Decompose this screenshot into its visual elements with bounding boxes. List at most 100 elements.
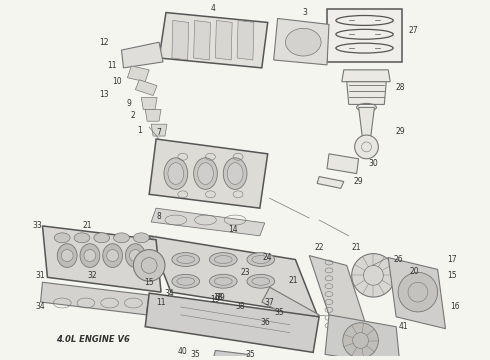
Text: 18: 18 — [214, 293, 223, 302]
Text: 4: 4 — [211, 4, 216, 13]
Ellipse shape — [164, 158, 188, 189]
Ellipse shape — [54, 233, 70, 243]
Polygon shape — [122, 42, 163, 68]
Polygon shape — [317, 176, 344, 188]
Ellipse shape — [247, 253, 274, 266]
Ellipse shape — [227, 163, 243, 184]
Polygon shape — [194, 21, 210, 60]
Text: 36: 36 — [261, 318, 270, 327]
Text: 19: 19 — [211, 294, 220, 303]
Text: 20: 20 — [409, 267, 419, 276]
Polygon shape — [342, 70, 390, 82]
Polygon shape — [388, 257, 445, 329]
Polygon shape — [135, 80, 157, 95]
Polygon shape — [43, 226, 161, 292]
Ellipse shape — [80, 244, 100, 267]
Text: 28: 28 — [395, 83, 405, 92]
Polygon shape — [145, 109, 161, 121]
Ellipse shape — [172, 253, 199, 266]
Polygon shape — [212, 350, 248, 360]
Text: 38: 38 — [235, 302, 245, 311]
Ellipse shape — [286, 28, 321, 56]
Text: 29: 29 — [354, 177, 364, 186]
Text: 33: 33 — [33, 221, 43, 230]
Text: 40: 40 — [178, 347, 188, 356]
Polygon shape — [127, 66, 149, 82]
Text: 15: 15 — [448, 271, 457, 280]
Text: 15: 15 — [145, 278, 154, 287]
Ellipse shape — [94, 233, 110, 243]
Polygon shape — [172, 21, 189, 60]
Circle shape — [107, 249, 119, 261]
Circle shape — [355, 135, 378, 159]
Text: 34: 34 — [36, 302, 46, 311]
Ellipse shape — [168, 163, 184, 184]
Polygon shape — [273, 18, 329, 65]
Text: 30: 30 — [368, 159, 378, 168]
Ellipse shape — [74, 233, 90, 243]
Text: 32: 32 — [87, 271, 97, 280]
Text: 11: 11 — [107, 62, 117, 71]
Polygon shape — [237, 21, 254, 60]
Polygon shape — [151, 124, 167, 136]
Text: 29: 29 — [395, 127, 405, 136]
Text: 26: 26 — [393, 255, 403, 264]
Polygon shape — [149, 139, 268, 208]
Text: 39: 39 — [216, 293, 225, 302]
Polygon shape — [327, 154, 359, 174]
Text: 24: 24 — [263, 253, 272, 262]
Polygon shape — [219, 303, 273, 342]
Text: 21: 21 — [82, 221, 92, 230]
Polygon shape — [145, 293, 319, 352]
Ellipse shape — [57, 244, 77, 267]
Text: 11: 11 — [156, 298, 166, 307]
Text: 31: 31 — [36, 271, 45, 280]
Text: 2: 2 — [131, 111, 136, 120]
Text: 13: 13 — [99, 90, 109, 99]
Text: 37: 37 — [265, 298, 274, 307]
Text: 7: 7 — [157, 127, 162, 136]
Polygon shape — [141, 98, 157, 109]
Polygon shape — [159, 13, 268, 68]
Polygon shape — [327, 9, 402, 62]
Polygon shape — [216, 21, 232, 60]
Ellipse shape — [194, 158, 218, 189]
Text: 22: 22 — [315, 243, 324, 252]
Polygon shape — [262, 287, 319, 329]
Polygon shape — [347, 82, 386, 104]
Circle shape — [61, 249, 73, 261]
Circle shape — [343, 323, 378, 358]
Circle shape — [129, 249, 141, 261]
Ellipse shape — [197, 163, 213, 184]
Polygon shape — [149, 236, 317, 315]
Text: 35: 35 — [245, 350, 255, 359]
Text: 27: 27 — [408, 26, 418, 35]
Circle shape — [133, 249, 165, 281]
Ellipse shape — [103, 244, 122, 267]
Ellipse shape — [209, 253, 237, 266]
Circle shape — [183, 305, 206, 329]
Text: 35: 35 — [191, 350, 200, 359]
Text: 4.0L ENGINE V6: 4.0L ENGINE V6 — [55, 335, 129, 344]
Ellipse shape — [223, 158, 247, 189]
Polygon shape — [325, 315, 400, 360]
Text: 34: 34 — [164, 289, 174, 298]
Ellipse shape — [209, 274, 237, 288]
Text: 21: 21 — [352, 243, 362, 252]
Polygon shape — [169, 297, 220, 337]
Text: 12: 12 — [99, 38, 108, 47]
Polygon shape — [151, 208, 265, 236]
Circle shape — [84, 249, 96, 261]
Ellipse shape — [247, 274, 274, 288]
Text: 9: 9 — [127, 99, 132, 108]
Ellipse shape — [172, 274, 199, 288]
Text: 35: 35 — [275, 309, 285, 318]
Polygon shape — [41, 282, 149, 315]
Circle shape — [232, 308, 260, 336]
Text: 17: 17 — [448, 255, 457, 264]
Text: 8: 8 — [157, 212, 161, 221]
Text: 10: 10 — [112, 77, 122, 86]
Ellipse shape — [133, 233, 149, 243]
Text: 3: 3 — [303, 8, 308, 17]
Text: 23: 23 — [240, 268, 250, 277]
